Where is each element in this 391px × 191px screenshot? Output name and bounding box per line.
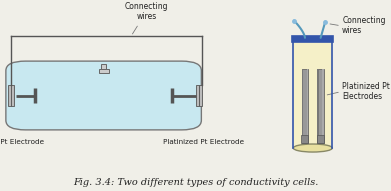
Text: Platinized Pt Electrode: Platinized Pt Electrode xyxy=(0,139,45,145)
Bar xyxy=(317,69,319,143)
Bar xyxy=(196,85,199,106)
Bar xyxy=(302,69,303,143)
Bar xyxy=(101,64,106,69)
Bar xyxy=(199,85,202,106)
Text: Platinized Pt
Electrodes: Platinized Pt Electrodes xyxy=(342,82,390,101)
Bar xyxy=(292,36,333,42)
Bar xyxy=(293,38,332,148)
Bar xyxy=(302,69,308,143)
Text: Connecting
wires: Connecting wires xyxy=(125,2,169,34)
Ellipse shape xyxy=(293,144,332,152)
Bar xyxy=(317,69,324,143)
Text: Fig. 3.4: Two different types of conductivity cells.: Fig. 3.4: Two different types of conduct… xyxy=(73,178,318,187)
Bar xyxy=(8,85,11,106)
Bar xyxy=(301,135,308,143)
Bar xyxy=(11,85,14,106)
Bar xyxy=(322,69,324,143)
Bar xyxy=(307,69,308,143)
Bar xyxy=(99,69,109,73)
FancyBboxPatch shape xyxy=(6,61,201,130)
Bar xyxy=(317,135,324,143)
Text: Platinized Pt Electrode: Platinized Pt Electrode xyxy=(163,139,244,145)
Text: Connecting
wires: Connecting wires xyxy=(342,16,386,36)
